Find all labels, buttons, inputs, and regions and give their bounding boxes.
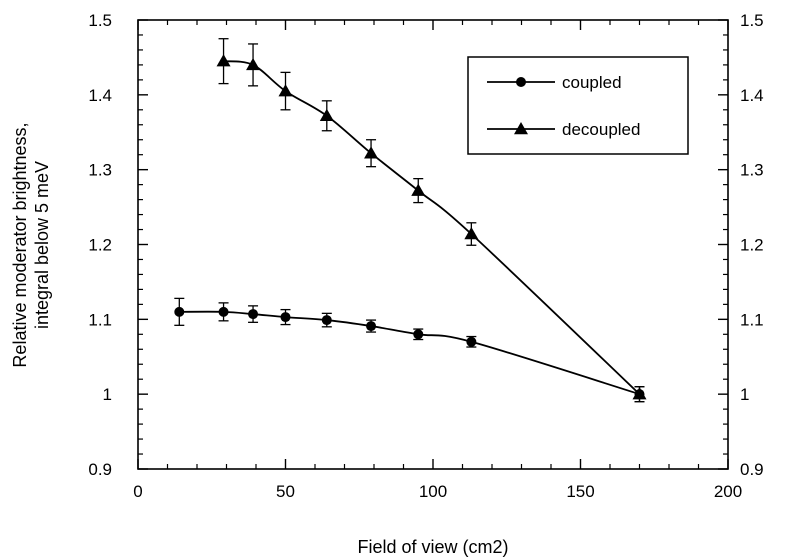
data-point-decoupled — [216, 54, 231, 67]
x-tick-label: 200 — [714, 482, 742, 501]
y-tick-label: 1.5 — [88, 11, 112, 30]
y-tick-label: 1 — [103, 385, 112, 404]
series-line-coupled — [179, 310, 640, 396]
ticks — [137, 19, 729, 470]
data-point-decoupled — [411, 183, 426, 196]
legend-label-coupled: coupled — [562, 73, 622, 92]
data-point-coupled — [366, 321, 377, 332]
y-tick-label-right: 1.1 — [740, 310, 764, 329]
y-axis-label-line-2: integral below 5 meV — [32, 161, 52, 329]
y-tick-label: 1.2 — [88, 236, 112, 255]
y-tick-label-right: 0.9 — [740, 460, 764, 479]
data-point-coupled — [413, 329, 424, 340]
data-point-decoupled — [278, 84, 293, 97]
y-tick-labels: 0.9 0.9 1 1 1.1 1.1 1.2 1.2 1.3 1.3 1.4 1.4 1.5 1.5 — [88, 11, 763, 479]
data-point-coupled — [466, 336, 477, 347]
data-point-decoupled — [632, 387, 647, 400]
y-tick-label-right: 1.3 — [740, 161, 764, 180]
data-point-decoupled — [319, 108, 334, 122]
data-point-decoupled — [364, 146, 379, 159]
data-point-coupled — [218, 306, 229, 317]
legend-marker-coupled — [516, 77, 526, 87]
y-tick-label: 1.3 — [88, 161, 112, 180]
data-point-decoupled — [464, 227, 479, 240]
y-tick-label-right: 1.2 — [740, 236, 764, 255]
y-tick-label-right: 1.4 — [740, 86, 764, 105]
x-tick-label: 50 — [276, 482, 295, 501]
y-axis-label: Relative moderator brightness, integral … — [10, 122, 52, 367]
legend-box — [467, 56, 689, 155]
data-point-coupled — [280, 312, 291, 323]
x-tick-label: 150 — [566, 482, 594, 501]
data-point-coupled — [321, 315, 332, 326]
x-tick-label: 100 — [419, 482, 447, 501]
markers — [174, 38, 647, 403]
x-tick-labels: 0 50 100 150 200 — [133, 482, 742, 501]
legend-marker-decoupled — [514, 122, 528, 135]
legend: coupled decoupled — [467, 56, 689, 155]
y-axis-label-line-1: Relative moderator brightness, — [10, 122, 30, 367]
data-point-decoupled — [246, 57, 261, 71]
x-tick-label: 0 — [133, 482, 142, 501]
y-tick-label: 1.1 — [88, 310, 112, 329]
y-tick-label-right: 1 — [740, 385, 749, 404]
y-tick-label-right: 1.5 — [740, 11, 764, 30]
legend-label-decoupled: decoupled — [562, 120, 640, 139]
y-tick-label: 0.9 — [88, 460, 112, 479]
data-point-coupled — [248, 309, 259, 320]
x-axis-label: Field of view (cm2) — [357, 537, 508, 557]
data-point-coupled — [174, 306, 185, 317]
y-tick-label: 1.4 — [88, 86, 112, 105]
